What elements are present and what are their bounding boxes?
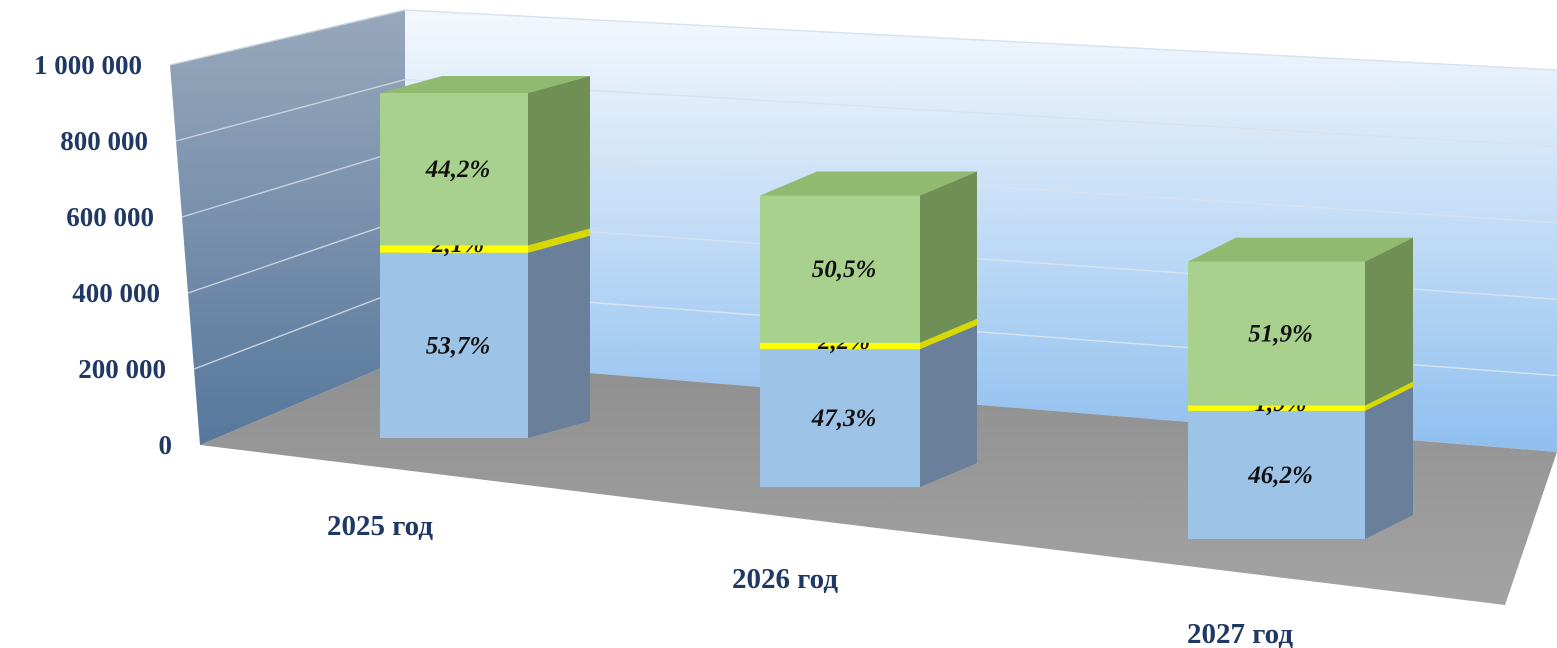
x-tick-label: 2027 год	[1187, 618, 1293, 648]
bar-segment-side	[920, 172, 977, 343]
y-tick-label: 800 000	[60, 126, 148, 156]
x-tick-label: 2026 год	[732, 563, 838, 595]
bar-segment-side	[528, 76, 590, 245]
bar-segment-side	[1365, 238, 1413, 406]
y-tick-label: 0	[159, 430, 173, 460]
data-label: 46,2%	[1247, 462, 1313, 489]
y-tick-label: 1 000 000	[34, 50, 142, 80]
bar-2027: 46,2%1,9%51,9%	[1188, 238, 1413, 539]
data-label: 50,5%	[812, 256, 877, 283]
bar-2025: 53,7%2,1%44,2%	[380, 76, 590, 438]
bar-segment-side	[920, 325, 977, 487]
y-tick-label: 400 000	[72, 278, 160, 308]
bar-segment-side	[1365, 387, 1413, 539]
y-axis-tick-labels: 0 200 000 400 000 600 000 800 000 1 000 000	[34, 50, 172, 460]
bar-segment-side	[528, 236, 590, 438]
x-tick-label: 2025 год	[327, 510, 433, 542]
y-tick-label: 200 000	[78, 354, 166, 384]
data-label: 44,2%	[425, 156, 491, 183]
data-label: 47,3%	[811, 405, 877, 432]
y-tick-label: 600 000	[66, 202, 154, 232]
data-label: 51,9%	[1248, 321, 1313, 348]
data-label: 53,7%	[426, 332, 491, 359]
bar-2026: 47,3%2,2%50,5%	[760, 172, 977, 487]
